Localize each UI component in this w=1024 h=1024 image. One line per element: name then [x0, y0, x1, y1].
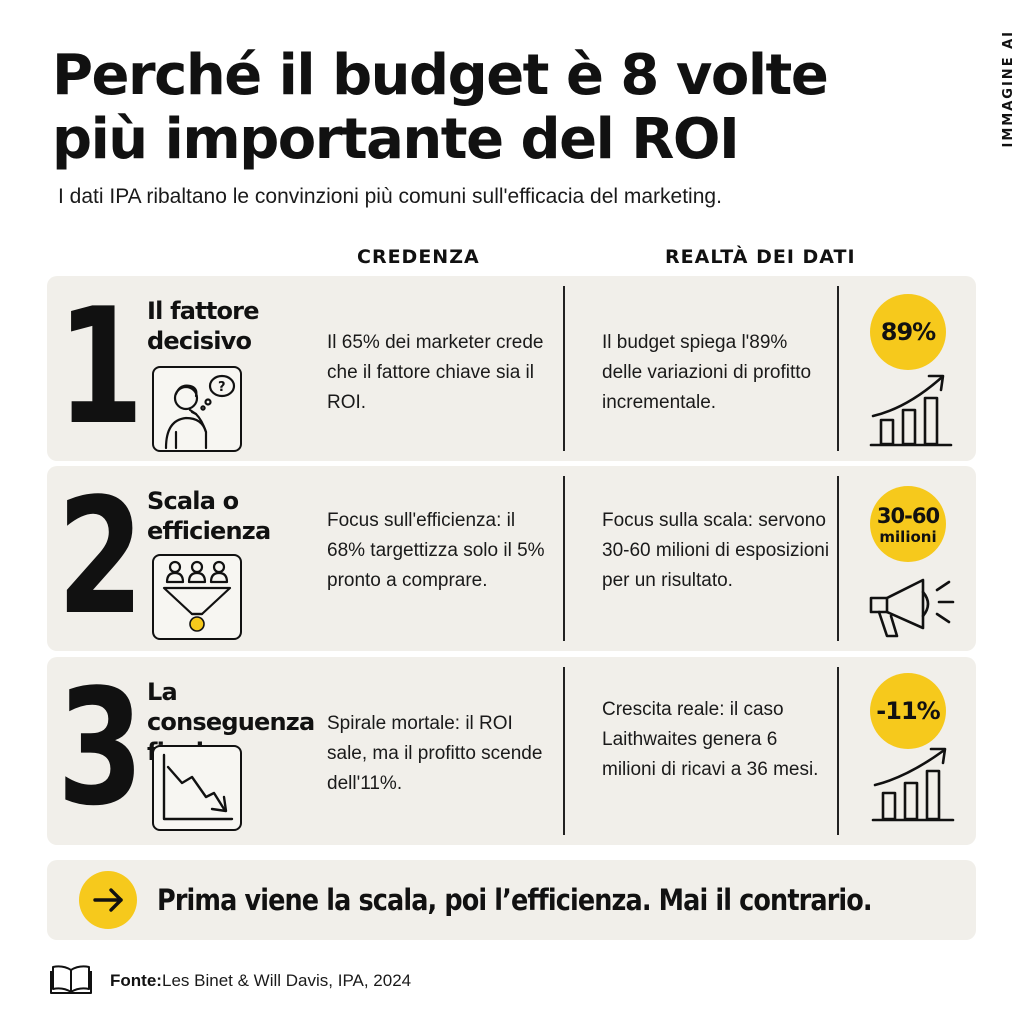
open-book-icon	[50, 965, 92, 994]
row-number: 1	[57, 273, 144, 460]
megaphone-icon	[869, 578, 955, 638]
page-title: Perché il budget è 8 volte più important…	[52, 44, 952, 172]
badge-value: -11%	[876, 697, 940, 725]
source-label: Fonte:	[110, 971, 162, 990]
reality-text: Il budget spiega l'89% delle variazioni …	[602, 332, 812, 413]
row-number: 3	[57, 654, 144, 841]
stat-badge: 89%	[870, 294, 946, 370]
growth-bars-icon	[871, 747, 955, 822]
row-title: Il fattore decisivo	[147, 297, 260, 355]
column-divider	[563, 476, 565, 641]
belief-text: Focus sull'efficienza: il 68% targettizz…	[327, 510, 545, 591]
column-header-belief: CREDENZA	[357, 246, 480, 268]
title-line-1: Perché il budget è 8 volte	[52, 43, 829, 108]
column-divider	[837, 286, 839, 451]
stat-badge: -11%	[870, 673, 946, 749]
badge-value: 89%	[880, 318, 936, 346]
row-title: Scala o efficienza	[147, 487, 271, 545]
column-header-reality: REALTÀ DEI DATI	[665, 246, 856, 268]
stat-badge: 30-60 milioni	[870, 486, 946, 562]
growth-bars-icon	[869, 374, 953, 447]
row-number: 2	[57, 463, 144, 650]
reality-text: Focus sulla scala: servono 30-60 milioni…	[602, 510, 830, 591]
column-divider	[837, 667, 839, 835]
title-line-2: più importante del ROI	[52, 107, 740, 172]
declining-chart-icon	[152, 745, 242, 831]
image-ai-tag: IMMAGINE AI	[1001, 30, 1016, 148]
comparison-row-2: 2 Scala o efficienza Focus sull'efficien…	[47, 466, 976, 651]
badge-unit: milioni	[879, 528, 937, 546]
conclusion-text: Prima viene la scala, poi l’efficienza. …	[157, 883, 873, 917]
column-divider	[837, 476, 839, 641]
column-divider	[563, 667, 565, 835]
svg-text:?: ?	[218, 380, 226, 395]
funnel-people-icon	[152, 554, 242, 640]
thinking-person-icon: ?	[152, 366, 242, 452]
conclusion-banner: Prima viene la scala, poi l’efficienza. …	[47, 860, 976, 940]
comparison-row-1: 1 Il fattore decisivo ? Il 65% dei marke…	[47, 276, 976, 461]
comparison-row-3: 3 La conseguenza finale Spirale mortale:…	[47, 657, 976, 845]
badge-value: 30-60	[876, 504, 940, 528]
belief-text: Il 65% dei marketer crede che il fattore…	[327, 332, 544, 413]
source-text: Les Binet & Will Davis, IPA, 2024	[162, 971, 412, 990]
arrow-right-icon	[79, 871, 137, 929]
column-divider	[563, 286, 565, 451]
belief-text: Spirale mortale: il ROI sale, ma il prof…	[327, 713, 543, 794]
page-subtitle: I dati IPA ribaltano le convinzioni più …	[58, 185, 722, 208]
reality-text: Crescita reale: il caso Laithwaites gene…	[602, 699, 819, 780]
